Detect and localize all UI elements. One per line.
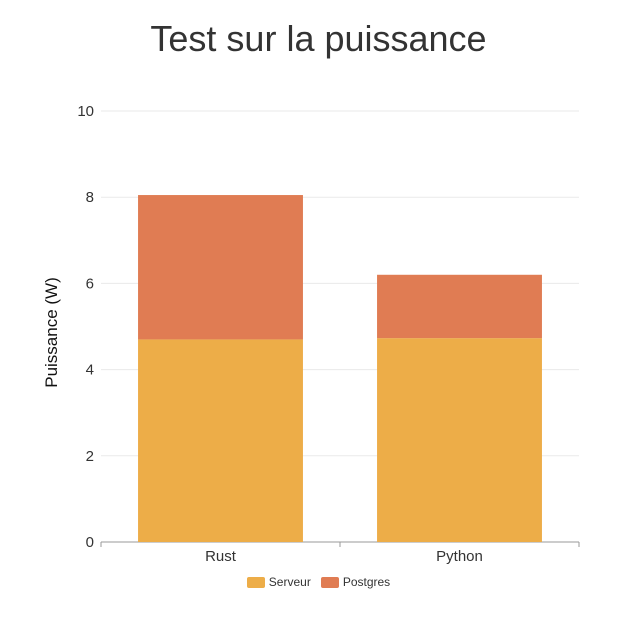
legend-swatch [320, 576, 339, 588]
y-tick-label: 0 [86, 534, 94, 551]
legend: Serveur Postgres [0, 575, 637, 589]
bar-postgres-rust [138, 195, 303, 340]
y-axis-title: Puissance (W) [42, 277, 61, 388]
x-tick-label: Rust [205, 548, 237, 565]
y-tick-label: 8 [86, 189, 94, 206]
bar-serveur-rust [138, 339, 303, 542]
y-tick-label: 2 [86, 448, 94, 465]
y-tick-label: 6 [86, 275, 94, 292]
legend-swatch [246, 576, 265, 588]
chart-title: Test sur la puissance [150, 18, 487, 59]
y-tick-label: 10 [77, 103, 94, 120]
legend-item[interactable]: Postgres [320, 575, 391, 589]
x-tick-label: Python [436, 548, 483, 565]
bar-postgres-python [377, 274, 542, 339]
bar-serveur-python [377, 338, 542, 542]
legend-item[interactable]: Serveur [246, 575, 311, 589]
legend-label: Postgres [342, 575, 391, 589]
y-tick-label: 4 [86, 362, 94, 379]
legend-label: Serveur [268, 575, 311, 589]
